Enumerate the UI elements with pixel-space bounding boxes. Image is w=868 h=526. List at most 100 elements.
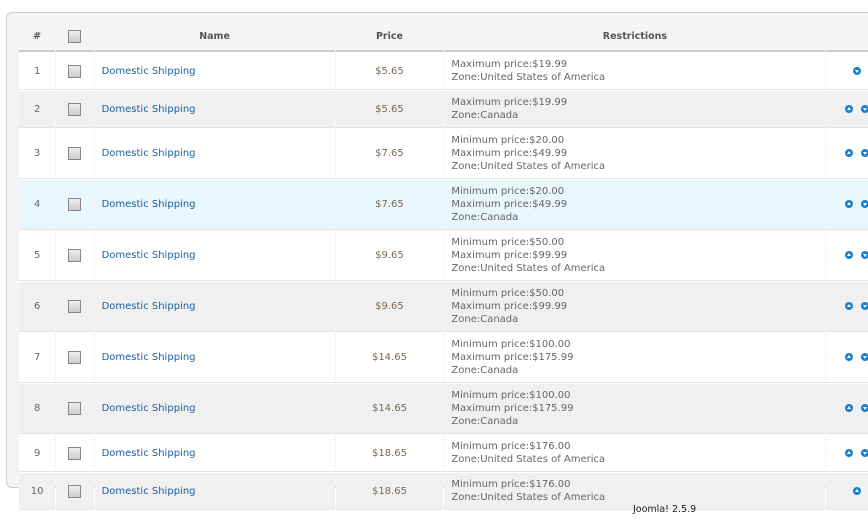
move-down-icon[interactable]	[860, 200, 868, 208]
row-checkbox[interactable]	[68, 300, 82, 313]
rate-name-link[interactable]: Domestic Shipping	[94, 52, 335, 90]
rate-price: $18.65	[335, 434, 444, 472]
row-checkbox-cell	[56, 90, 94, 128]
table-row: 3 Domestic Shipping $7.65 Minimum price:…	[19, 128, 868, 179]
row-checkbox[interactable]	[68, 147, 82, 160]
version-footer: Joomla! 2.5.9	[633, 504, 697, 515]
row-checkbox[interactable]	[68, 446, 82, 460]
rate-restrictions: Minimum price:$20.00 Maximum price:$49.99…	[444, 128, 826, 179]
rate-price: $14.65	[335, 332, 444, 383]
ordering-cell	[826, 332, 868, 383]
restriction-line: Zone:Canada	[451, 212, 519, 223]
rate-restrictions: Minimum price:$176.00 Zone:United States …	[444, 434, 826, 472]
rate-restrictions: Maximum price:$19.99 Zone:United States o…	[444, 52, 826, 90]
move-up-icon[interactable]	[844, 353, 853, 361]
shipping-rates-panel: # Name Price Restrictions 1 Domestic Shi…	[6, 12, 868, 510]
restriction-line: Zone:United States of America	[451, 263, 606, 274]
move-down-icon[interactable]	[860, 353, 868, 361]
move-up-icon[interactable]	[844, 104, 853, 113]
rate-name-link[interactable]: Domestic Shipping	[94, 434, 335, 472]
table-row: 4 Domestic Shipping $7.65 Minimum price:…	[19, 179, 868, 230]
rate-restrictions: Minimum price:$100.00 Maximum price:$175.…	[444, 332, 826, 383]
rate-restrictions: Minimum price:$50.00 Maximum price:$99.99…	[444, 281, 826, 332]
move-down-icon[interactable]	[852, 66, 861, 75]
move-up-icon[interactable]	[852, 486, 861, 495]
ordering-cell	[826, 472, 868, 510]
restriction-line: Zone:United States of America	[451, 161, 606, 172]
rate-name-link[interactable]: Domestic Shipping	[94, 383, 335, 434]
rate-restrictions: Maximum price:$19.99 Zone:Canada	[444, 90, 826, 128]
move-down-icon[interactable]	[860, 302, 868, 310]
move-up-icon[interactable]	[844, 200, 853, 208]
ordering-cell	[826, 52, 868, 90]
rate-restrictions: Minimum price:$176.00 Zone:United States …	[444, 472, 826, 510]
move-up-icon[interactable]	[844, 404, 853, 412]
rate-name-link[interactable]: Domestic Shipping	[94, 230, 335, 281]
row-checkbox-cell	[56, 383, 94, 434]
ordering-cell	[826, 383, 868, 434]
row-checkbox-cell	[56, 332, 94, 383]
restriction-line: Maximum price:$175.99	[451, 352, 574, 363]
restriction-line: Minimum price:$100.00	[451, 339, 571, 350]
row-checkbox[interactable]	[68, 402, 82, 415]
header-restrictions: Restrictions	[444, 22, 826, 52]
table-row: 2 Domestic Shipping $5.65 Maximum price:…	[19, 90, 868, 128]
move-down-icon[interactable]	[860, 104, 868, 113]
rate-price: $18.65	[335, 472, 444, 510]
move-up-icon[interactable]	[844, 251, 853, 259]
row-checkbox[interactable]	[68, 351, 82, 364]
ordering-cell	[826, 434, 868, 472]
move-down-icon[interactable]	[860, 251, 868, 259]
rate-name-link[interactable]: Domestic Shipping	[94, 128, 335, 179]
restriction-line: Minimum price:$176.00	[451, 479, 571, 490]
row-checkbox[interactable]	[68, 484, 82, 498]
row-checkbox-cell	[56, 128, 94, 179]
restriction-line: Minimum price:$50.00	[451, 237, 565, 248]
row-checkbox[interactable]	[68, 64, 82, 78]
table-row: 8 Domestic Shipping $14.65 Minimum price…	[19, 383, 868, 434]
restriction-line: Zone:Canada	[451, 110, 519, 121]
row-checkbox-cell	[56, 52, 94, 90]
rate-name-link[interactable]: Domestic Shipping	[94, 472, 335, 510]
table-row: 5 Domestic Shipping $9.65 Minimum price:…	[19, 230, 868, 281]
move-down-icon[interactable]	[860, 404, 868, 412]
rate-price: $5.65	[335, 52, 444, 90]
header-price[interactable]: Price	[335, 22, 444, 52]
restriction-line: Maximum price:$175.99	[451, 403, 574, 414]
restriction-line: Maximum price:$49.99	[451, 148, 568, 159]
move-down-icon[interactable]	[860, 149, 868, 157]
row-checkbox[interactable]	[68, 102, 82, 116]
ordering-cell	[826, 90, 868, 128]
table-row: 10 Domestic Shipping $18.65 Minimum pric…	[19, 472, 868, 510]
move-up-icon[interactable]	[844, 149, 853, 157]
restriction-line: Minimum price:$20.00	[451, 135, 565, 146]
move-up-icon[interactable]	[844, 302, 853, 310]
row-checkbox-cell	[56, 230, 94, 281]
header-num: #	[19, 22, 56, 52]
row-checkbox[interactable]	[68, 249, 82, 262]
rate-name-link[interactable]: Domestic Shipping	[94, 179, 335, 230]
restriction-line: Zone:United States of America	[451, 72, 606, 83]
move-up-icon[interactable]	[844, 448, 853, 457]
rate-restrictions: Minimum price:$20.00 Maximum price:$49.99…	[444, 179, 826, 230]
table-row: 6 Domestic Shipping $9.65 Minimum price:…	[19, 281, 868, 332]
row-number: 6	[19, 281, 56, 332]
rate-name-link[interactable]: Domestic Shipping	[94, 281, 335, 332]
restriction-line: Zone:United States of America	[451, 454, 606, 465]
select-all-checkbox[interactable]	[68, 29, 82, 43]
row-number: 5	[19, 230, 56, 281]
row-checkbox-cell	[56, 281, 94, 332]
restriction-line: Zone:Canada	[451, 365, 519, 376]
row-checkbox-cell	[56, 434, 94, 472]
move-down-icon[interactable]	[860, 448, 868, 457]
header-name[interactable]: Name	[94, 22, 335, 52]
rate-price: $9.65	[335, 230, 444, 281]
rate-name-link[interactable]: Domestic Shipping	[94, 332, 335, 383]
row-number: 8	[19, 383, 56, 434]
restriction-line: Maximum price:$99.99	[451, 301, 568, 312]
restriction-line: Zone:Canada	[451, 416, 519, 427]
rate-name-link[interactable]: Domestic Shipping	[94, 90, 335, 128]
restriction-line: Maximum price:$49.99	[451, 199, 568, 210]
row-checkbox[interactable]	[68, 198, 82, 211]
rate-restrictions: Minimum price:$50.00 Maximum price:$99.99…	[444, 230, 826, 281]
